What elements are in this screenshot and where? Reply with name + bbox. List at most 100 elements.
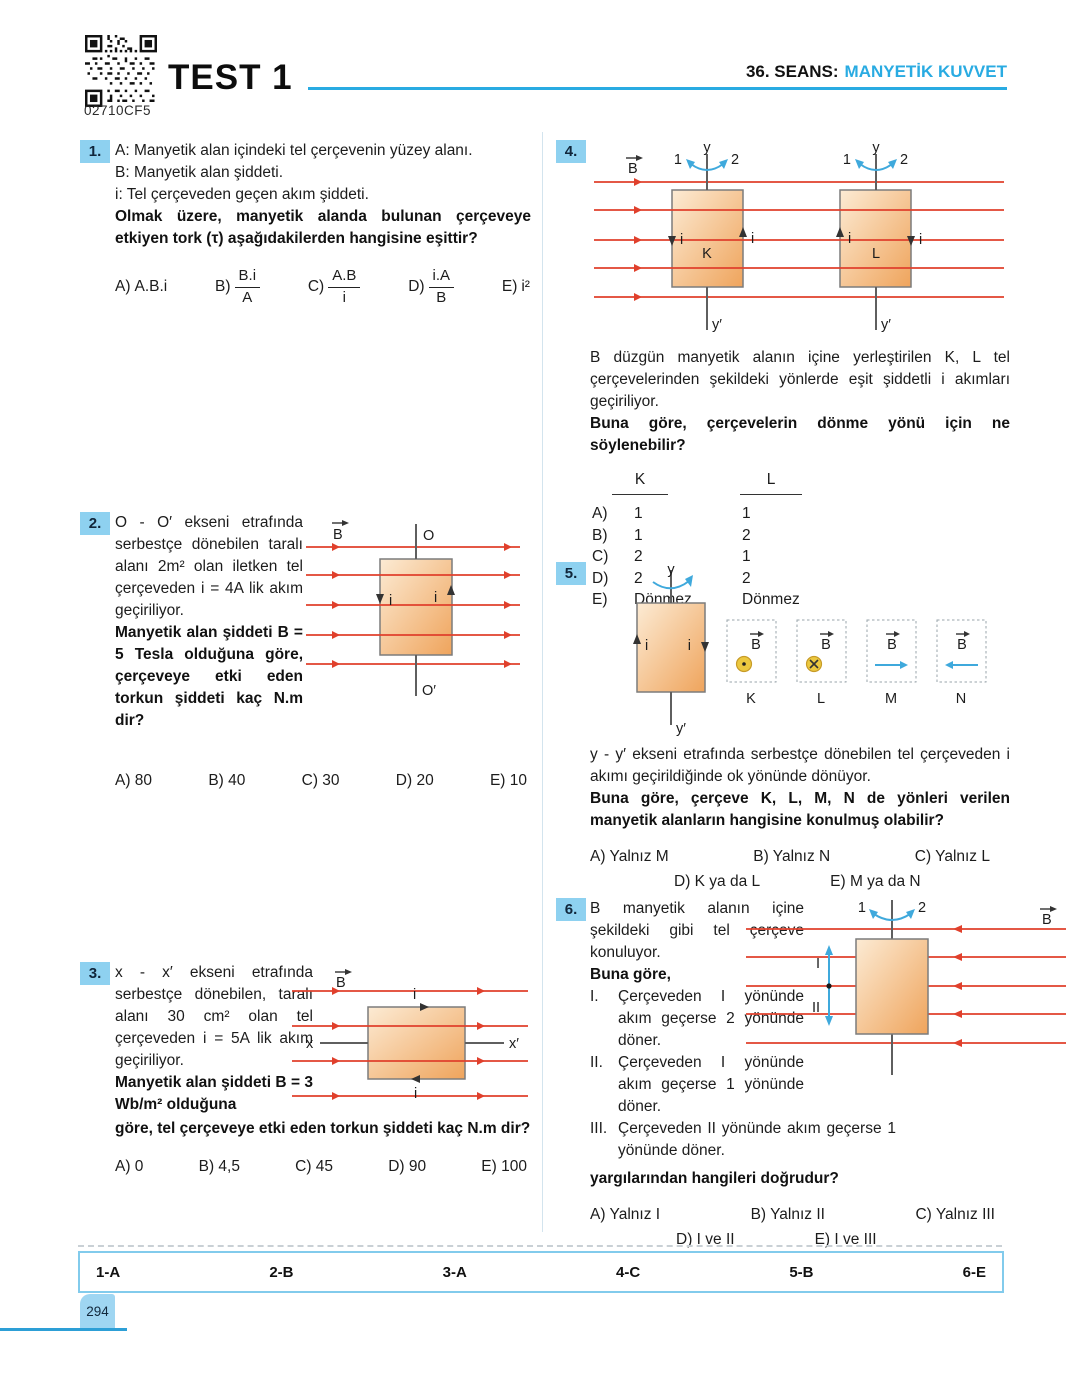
b-vector-labels: B B B B <box>750 631 970 653</box>
b-vector-label: B <box>332 520 349 543</box>
current-arrows-k: i i <box>668 227 754 248</box>
svg-text:B: B <box>957 637 967 653</box>
option-d: D) 20 <box>395 772 434 789</box>
wire-frame <box>367 1006 466 1080</box>
option-a: A) A.B.i <box>115 278 168 295</box>
fraction: B.i A <box>234 267 261 306</box>
axis-label-bottom: O′ <box>422 683 436 699</box>
wire-frame <box>636 602 706 693</box>
box-l <box>796 619 847 683</box>
direction-2-k: 2 <box>731 152 739 168</box>
direction-1-k: 1 <box>674 152 682 168</box>
q1-question: Olmak üzere, manyetik alanda bulunan çer… <box>115 208 531 247</box>
q1-line2: B: Manyetik alan şiddeti. <box>115 164 284 181</box>
fraction: i.A B <box>428 267 455 306</box>
q6-text: B manyetik alanın içine şekildeki gibi t… <box>590 900 804 961</box>
direction-2-label: 2 <box>918 900 926 916</box>
header-accent-line <box>308 87 1007 90</box>
question-number-badge: 2. <box>80 512 110 535</box>
field-lines <box>292 987 528 1100</box>
q5-text: y - y′ ekseni etrafında serbestçe dönebi… <box>590 746 1010 785</box>
answer-2: 2-B <box>269 1263 294 1281</box>
field-option-boxes <box>726 619 987 683</box>
q4-question: Buna göre, çerçevelerin dönme yönü için … <box>590 415 1010 454</box>
question-2: 2. O - O′ ekseni etrafında serbestçe dön… <box>80 512 532 792</box>
option-c: C) Yalnız III <box>915 1206 995 1223</box>
option-d: D) i.A B <box>408 267 455 306</box>
svg-text:i: i <box>688 638 691 654</box>
option-e: E) I ve III <box>814 1231 877 1248</box>
q6-question: yargılarından hangileri doğrudur? <box>590 1170 839 1187</box>
axis-label-yprime-l: y′ <box>881 317 891 333</box>
svg-text:i: i <box>848 231 851 247</box>
question-5: 5. y y′ i i <box>556 562 1011 893</box>
current-arrows: i i <box>376 585 455 609</box>
option-a: A) 80 <box>115 772 153 789</box>
box-n <box>936 619 987 683</box>
question-6: 6. 1 2 B <box>556 898 1066 1251</box>
q1-line1: A: Manyetik alan içindeki tel çerçevenin… <box>115 142 473 159</box>
q6-options-row2: D) I ve II E) I ve III <box>676 1229 1016 1251</box>
box-label-m: M <box>885 691 897 707</box>
axis-label-top: y <box>667 562 675 578</box>
q2-text: O - O′ ekseni etrafında serbestçe dönebi… <box>115 514 303 619</box>
rotation-arrow-l <box>855 159 897 171</box>
box-label-k: K <box>746 691 756 707</box>
option-b: B) 40 <box>208 772 246 789</box>
axis-label-bottom: y′ <box>676 721 686 737</box>
option-a: A) Yalnız I <box>590 1206 661 1223</box>
qr-code-caption: 02710CF5 <box>84 103 152 118</box>
rotation-arrow <box>652 575 693 590</box>
answer-6: 6-E <box>962 1263 986 1281</box>
question-number-badge: 1. <box>80 140 110 163</box>
q4-text: B düzgün manyetik alanın içine yerleştir… <box>590 349 1010 410</box>
option-b: B) Yalnız N <box>753 848 831 865</box>
option-d: D) 90 <box>388 1158 427 1175</box>
answer-key-strip: 1-A 2-B 3-A 4-C 5-B 6-E <box>78 1251 1004 1293</box>
box-k <box>726 619 777 683</box>
frame-label-l: L <box>872 246 880 262</box>
b-vector-label: B <box>335 969 352 991</box>
b-vector-label: B <box>1040 906 1057 928</box>
column-k: K <box>612 469 668 495</box>
q5-options-row2: D) K ya da L E) M ya da N <box>674 871 1011 893</box>
current-direction-1-label: I <box>816 956 820 972</box>
q3-options: A) 0 B) 4,5 C) 45 D) 90 E) 100 <box>115 1156 527 1178</box>
q5-diagram: y y′ i i B B B <box>633 562 987 737</box>
option-c: C) A.B i <box>308 267 361 306</box>
axis-label-y-k: y <box>703 140 711 156</box>
statement-3: III. Çerçeveden II yönünde akım geçerse … <box>590 1120 896 1159</box>
q5-question: Buna göre, çerçeve K, L, M, N de yönleri… <box>590 790 1010 829</box>
field-out-of-page-icon <box>735 655 753 673</box>
q5-options-row1: A) Yalnız M B) Yalnız N C) Yalnız L <box>590 846 990 868</box>
answer-5: 5-B <box>789 1263 814 1281</box>
option-e: E) i² <box>501 278 530 295</box>
option-b: B) Yalnız II <box>750 1206 825 1223</box>
svg-text:i: i <box>645 638 648 654</box>
box-label-n: N <box>956 691 966 707</box>
q3-diagram: x x′ B i i <box>292 969 528 1102</box>
option-b: B) 4,5 <box>198 1158 240 1175</box>
svg-text:B: B <box>751 637 761 653</box>
q3-question-part2: göre, tel çerçeveye etki eden torkun şid… <box>115 1120 531 1137</box>
q1-options: A) A.B.i B) B.i A C) A.B i D) i.A B E) i² <box>115 267 530 306</box>
current-arrows: i i <box>633 634 709 654</box>
answer-4: 4-C <box>615 1263 641 1281</box>
field-left-arrow-icon <box>945 661 978 669</box>
rotation-arrow <box>869 909 915 921</box>
answer-3: 3-A <box>442 1263 467 1281</box>
option-e: E) 100 <box>481 1158 527 1175</box>
direction-1-label: 1 <box>858 900 866 916</box>
question-number-badge: 6. <box>556 898 586 921</box>
column-l: L <box>740 469 802 495</box>
option-c: C) 30 <box>301 772 340 789</box>
session-topic: MANYETİK KUVVET <box>844 62 1007 81</box>
svg-text:i: i <box>389 593 392 609</box>
field-lines <box>306 543 520 668</box>
direction-1-l: 1 <box>843 152 851 168</box>
q2-options: A) 80 B) 40 C) 30 D) 20 E) 10 <box>115 770 527 792</box>
option-a: A) Yalnız M <box>590 848 669 865</box>
wire-frame-k <box>671 189 744 288</box>
q2-diagram: O O′ B i i <box>306 520 520 699</box>
